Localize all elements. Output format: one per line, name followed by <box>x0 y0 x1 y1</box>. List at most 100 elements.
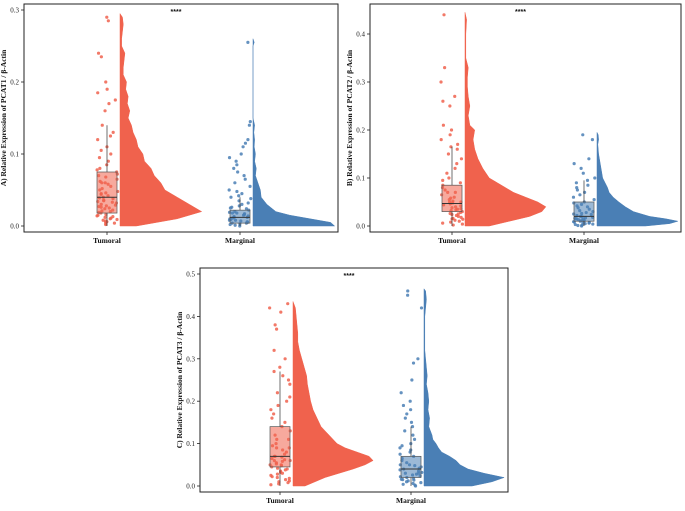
data-point <box>574 181 578 185</box>
data-point <box>586 183 590 187</box>
data-point <box>585 178 590 182</box>
data-point <box>247 123 251 127</box>
data-point <box>239 152 243 156</box>
data-point <box>287 476 291 480</box>
data-point <box>96 91 100 95</box>
panel-b: 0.0 0.1 0.2 0.3 0.4 B) Relative Expression of… <box>345 3 682 245</box>
data-point <box>445 171 449 175</box>
data-point <box>107 102 111 106</box>
data-point <box>240 192 244 196</box>
data-point <box>456 214 460 218</box>
data-point <box>227 156 232 160</box>
data-point <box>446 152 451 156</box>
significance-label: **** <box>171 9 182 16</box>
data-point <box>578 193 582 197</box>
significance-label: **** <box>515 9 526 16</box>
data-point <box>401 478 405 482</box>
data-point <box>106 159 110 163</box>
data-point <box>101 218 105 222</box>
x-category-label: Marginal <box>225 236 255 245</box>
data-point <box>572 162 576 166</box>
data-point <box>233 223 237 227</box>
y-tick-label: 0.1 <box>186 440 195 448</box>
data-point <box>404 480 409 484</box>
data-point <box>453 218 457 222</box>
data-point <box>273 323 277 327</box>
data-point <box>416 357 420 361</box>
data-point <box>419 306 424 310</box>
data-point <box>283 468 287 472</box>
data-point <box>99 148 103 152</box>
data-point <box>113 98 117 102</box>
box <box>441 184 463 212</box>
box <box>400 455 422 478</box>
data-point <box>100 123 104 127</box>
data-point <box>451 223 455 227</box>
data-point <box>109 152 113 156</box>
data-point <box>583 222 587 226</box>
y-tick-label: 0.5 <box>186 271 195 279</box>
box <box>229 209 251 224</box>
data-point <box>105 87 109 91</box>
data-point <box>408 399 412 403</box>
density-cloud <box>423 288 506 487</box>
y-tick-label: 0.4 <box>186 313 195 321</box>
y-tick-label: 0.3 <box>186 355 195 363</box>
data-point <box>248 120 252 124</box>
data-point <box>246 201 250 205</box>
data-point <box>236 170 240 174</box>
plot-frame <box>199 267 509 493</box>
x-category-label: Marginal <box>396 496 426 505</box>
data-point <box>283 420 287 424</box>
data-point <box>111 215 115 219</box>
data-point <box>459 157 464 161</box>
data-point <box>449 128 454 132</box>
data-point <box>243 141 248 145</box>
data-point <box>95 168 99 172</box>
data-point <box>439 80 443 84</box>
data-point <box>270 416 274 420</box>
density-cloud <box>252 38 336 227</box>
box <box>573 201 595 222</box>
data-point <box>449 220 453 224</box>
data-point <box>108 134 113 138</box>
data-point <box>272 369 276 374</box>
density-cloud <box>292 301 374 487</box>
data-point <box>279 310 283 314</box>
data-point <box>277 482 281 486</box>
data-point <box>106 19 110 23</box>
density-cloud <box>119 12 203 227</box>
data-point <box>232 166 236 170</box>
data-point <box>241 145 245 149</box>
data-point <box>456 212 460 216</box>
data-point <box>283 478 288 482</box>
data-point <box>246 40 250 45</box>
data-point <box>579 224 584 228</box>
data-point <box>571 195 576 199</box>
data-point <box>275 391 280 395</box>
data-point <box>108 217 112 221</box>
y-tick-label: 0.1 <box>10 151 19 159</box>
data-point <box>403 416 407 420</box>
data-point <box>412 437 417 441</box>
data-point <box>409 420 414 424</box>
y-tick-label: 0.0 <box>10 223 19 231</box>
panel-c: 0.0 0.1 0.2 0.3 0.4 0.5 C) Relative Expression… <box>175 267 509 505</box>
data-point <box>288 395 292 399</box>
data-point <box>401 403 406 408</box>
data-point <box>400 444 404 448</box>
data-point <box>248 184 252 188</box>
data-point <box>441 221 445 225</box>
data-point <box>448 104 452 108</box>
y-axis-label: C) Relative Expression of PCAT3 / β-Acti… <box>175 311 184 448</box>
data-point <box>592 198 596 202</box>
data-point <box>410 378 414 382</box>
data-point <box>286 302 290 306</box>
data-point <box>240 202 244 206</box>
y-tick-label: 0.4 <box>356 31 365 39</box>
box <box>269 426 291 468</box>
data-point <box>439 138 443 142</box>
data-point <box>441 178 445 182</box>
y-tick-label: 0.2 <box>356 127 365 135</box>
